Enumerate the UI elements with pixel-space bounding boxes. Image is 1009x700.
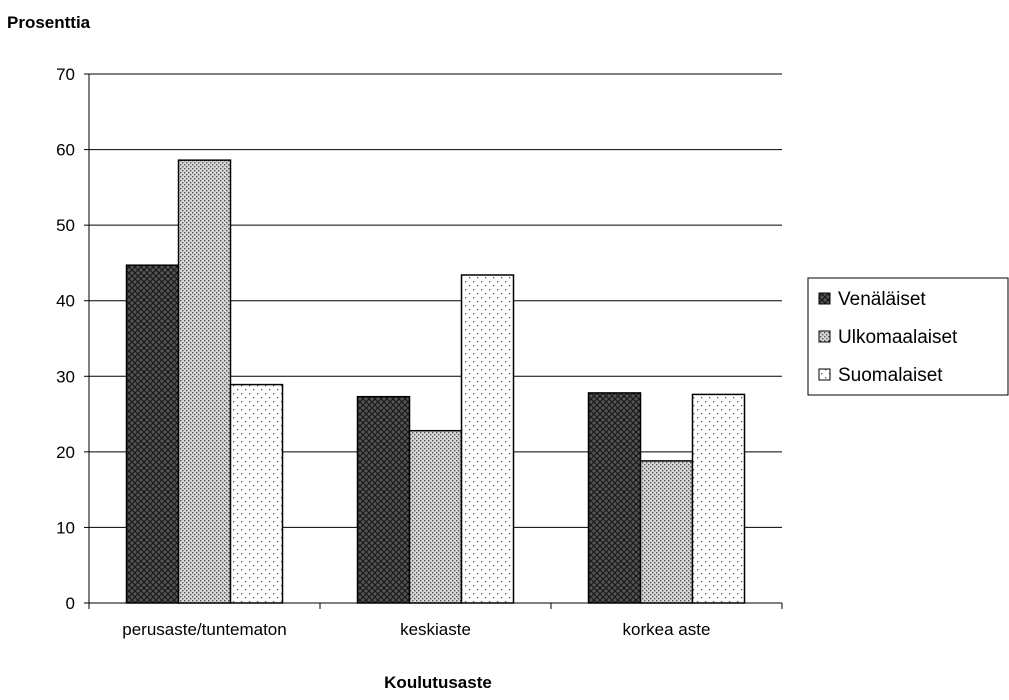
y-tick-label: 50 — [56, 216, 75, 235]
bar — [408, 429, 463, 604]
legend-swatch — [818, 368, 831, 381]
bars — [125, 159, 746, 604]
legend-swatch — [818, 292, 831, 305]
bar — [460, 274, 515, 604]
y-tick-label: 20 — [56, 443, 75, 462]
x-axis-label: Koulutusaste — [384, 673, 492, 692]
bar — [177, 159, 232, 604]
y-axis-label: Prosenttia — [7, 13, 91, 32]
bar — [356, 395, 411, 604]
y-tick-label: 30 — [56, 367, 75, 386]
legend-swatch — [818, 330, 831, 343]
legend-label: Venäläiset — [838, 289, 926, 310]
x-tick-label: keskiaste — [400, 620, 471, 639]
legend-box — [807, 277, 1009, 396]
y-tick-label: 70 — [56, 65, 75, 84]
legend-label: Suomalaiset — [838, 365, 943, 386]
bar — [229, 383, 284, 604]
axes — [84, 73, 783, 609]
y-tick-label: 0 — [66, 594, 75, 613]
x-tick-label: korkea aste — [623, 620, 711, 639]
bar — [639, 460, 694, 604]
y-tick-label: 60 — [56, 141, 75, 160]
bar — [691, 393, 746, 604]
y-tick-label: 10 — [56, 518, 75, 537]
x-tick-label: perusaste/tuntematon — [122, 620, 286, 639]
bar — [125, 264, 180, 604]
legend-label: Ulkomaalaiset — [838, 327, 958, 348]
tick-labels: 0 10 20 30 40 50 60 70 perusaste/tuntematon keski… — [56, 65, 710, 639]
legend: Venäläiset Ulkomaalaiset Suomalaiset — [807, 277, 1009, 396]
y-tick-label: 40 — [56, 292, 75, 311]
bar — [587, 392, 642, 604]
